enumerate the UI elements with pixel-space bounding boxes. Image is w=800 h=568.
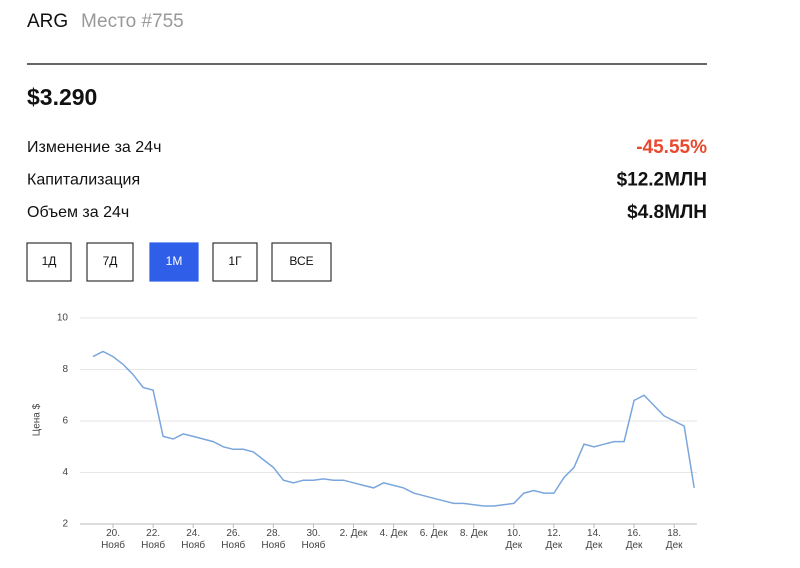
x-tick-label: 8. Дек	[459, 528, 488, 539]
x-tick-label: 6. Дек	[419, 528, 448, 539]
y-tick-label: 4	[62, 467, 68, 478]
y-axis-label: Цена $	[32, 403, 43, 436]
stat-label: Капитализация	[27, 172, 140, 189]
x-tick-label: 24. Нояб	[181, 528, 206, 551]
y-tick-label: 10	[57, 313, 69, 324]
stat-label: Объем за 24ч	[27, 204, 129, 221]
x-tick-label: 16. Дек	[625, 528, 643, 551]
y-tick-label: 2	[62, 519, 68, 530]
x-tick-label: 20. Нояб	[101, 528, 125, 551]
x-tick-label: 22. Нояб	[141, 528, 166, 551]
stat-value: -45.55%	[636, 137, 707, 158]
range-button-label[interactable]: 1Д	[42, 254, 57, 268]
price: $3.290	[27, 84, 97, 110]
range-button[interactable]	[212, 242, 258, 282]
range-button-label[interactable]: ВСЕ	[289, 254, 313, 268]
stat-value: $12.2МЛН	[617, 170, 707, 191]
x-tick-label: 4. Дек	[379, 528, 408, 539]
x-tick-label: 18. Дек	[665, 528, 683, 551]
x-tick-label: 2. Дек	[339, 528, 368, 539]
x-tick-label: 10. Дек	[505, 528, 523, 551]
range-button[interactable]	[86, 242, 134, 282]
range-button[interactable]	[149, 242, 199, 282]
x-tick-label: 14. Дек	[585, 528, 603, 551]
x-tick-label: 26. Нояб	[221, 528, 246, 551]
price-line	[92, 350, 695, 507]
range-button-label[interactable]: 7Д	[103, 254, 118, 268]
range-button[interactable]	[26, 242, 72, 282]
stat-value: $4.8МЛН	[627, 202, 707, 223]
range-button[interactable]	[271, 242, 332, 282]
range-button-label[interactable]: 1Г	[228, 254, 242, 268]
x-tick-label: 12. Дек	[545, 528, 563, 551]
stat-label: Изменение за 24ч	[27, 139, 161, 156]
rank: Место #755	[81, 11, 184, 32]
ticker: ARG	[27, 11, 68, 32]
x-tick-label: 30. Нояб	[301, 528, 326, 551]
y-tick-label: 6	[62, 416, 68, 427]
y-tick-label: 8	[62, 364, 68, 375]
x-tick-label: 28. Нояб	[261, 528, 286, 551]
range-button-label[interactable]: 1М	[166, 254, 183, 268]
